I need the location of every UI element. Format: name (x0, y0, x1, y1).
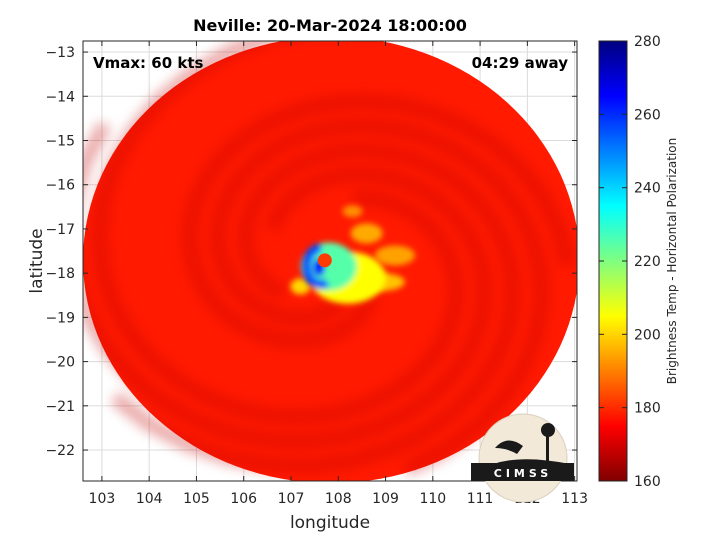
convective-patch (375, 245, 415, 266)
convective-patches (290, 205, 415, 295)
colorbar-tick-label: 180 (634, 401, 661, 417)
logo-tank-icon (541, 423, 555, 437)
spiral-band (91, 41, 464, 425)
y-tick-label: −21 (45, 399, 75, 415)
convective-patch (290, 278, 311, 295)
y-tick-label: −18 (45, 266, 75, 282)
logo-text: CIMSS (494, 467, 552, 480)
x-axis-title: longitude (290, 513, 370, 533)
y-tick-label: −22 (45, 443, 75, 459)
y-axis-title: latitude (27, 228, 47, 293)
eyewall-warm-core (302, 243, 330, 289)
colorbar-tick-label: 160 (634, 474, 661, 490)
colorbar-tick-label: 260 (634, 107, 661, 123)
plot-frame (82, 40, 578, 482)
x-tick-label: 103 (89, 491, 116, 507)
colorbar-tick-label: 220 (634, 254, 661, 270)
storm-eye (317, 253, 332, 268)
convective-patch (350, 223, 383, 244)
y-tick-label: −13 (45, 45, 75, 61)
spiral-band (210, 118, 549, 476)
y-axis: −13 −14 −15 −16 −17 −18 −19 −20 −21 −22 (45, 45, 577, 459)
logo-band (471, 463, 574, 481)
y-tick-label: −15 (45, 133, 75, 149)
x-tick-label: 109 (372, 491, 399, 507)
y-tick-label: −16 (45, 178, 75, 194)
spiral-bands (83, 41, 575, 476)
swath-layer (83, 41, 577, 481)
chart-title: Neville: 20-Mar-2024 18:00:00 (193, 16, 467, 35)
y-tick-label: −19 (45, 310, 75, 326)
convective-patch (342, 205, 363, 218)
colorbar-tick-label: 200 (634, 327, 661, 343)
spiral-band (182, 94, 575, 348)
logo-tower-icon (546, 432, 549, 462)
x-tick-label: 108 (325, 491, 352, 507)
x-tick-label: 104 (136, 491, 163, 507)
spiral-band (83, 121, 492, 449)
colorbar-tick-label: 280 (634, 34, 661, 50)
y-tick-label: −20 (45, 355, 75, 371)
x-tick-label: 110 (419, 491, 446, 507)
colorbar-tick-label: 240 (634, 181, 661, 197)
x-tick-label: 105 (183, 491, 210, 507)
colorbar: 160 180 200 220 240 260 280 Brightness Temp - … (598, 34, 679, 490)
cimss-logo: CIMSS (471, 413, 574, 503)
logo-dish-icon (495, 440, 523, 454)
y-tick-label: −14 (45, 89, 75, 105)
colorbar-label: Brightness Temp - Horizontal Polarizatio… (665, 138, 679, 385)
vmax-annotation: Vmax: 60 kts (93, 54, 203, 72)
colorbar-ticks: 160 180 200 220 240 260 280 (599, 34, 661, 490)
spiral-band (110, 142, 520, 473)
time-away-annotation: 04:29 away (472, 54, 569, 72)
y-tick-label: −17 (45, 222, 75, 238)
x-tick-label: 106 (230, 491, 257, 507)
x-tick-label: 107 (278, 491, 305, 507)
x-tick-label: 113 (561, 491, 588, 507)
x-tick-label: 111 (467, 491, 494, 507)
